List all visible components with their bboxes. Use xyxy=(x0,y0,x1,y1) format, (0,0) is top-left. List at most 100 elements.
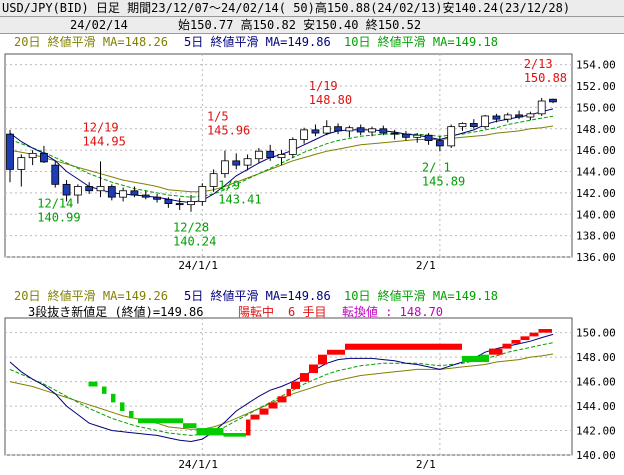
candle-body xyxy=(503,114,512,120)
header-line-2: 24/02/14 始150.77 高150.82 安150.40 終150.52 xyxy=(0,17,624,34)
candle-body xyxy=(40,152,48,163)
break-ytick-label: 146.00 xyxy=(576,376,616,389)
break-legend-entry: 5日 終値平滑 MA=149.86 xyxy=(184,288,331,303)
break-brick xyxy=(138,418,183,424)
candle-body xyxy=(379,128,388,134)
annotation-low-value: 140.99 xyxy=(37,211,80,225)
candle-body xyxy=(368,128,376,133)
candle-body xyxy=(492,115,501,120)
price-ytick-label: 152.00 xyxy=(576,80,616,93)
price-legend-entry: 5日 終値平滑 MA=149.86 xyxy=(184,34,331,49)
candle-body xyxy=(175,203,184,206)
break-ytick-label: 150.00 xyxy=(576,327,616,340)
candle-body xyxy=(164,198,173,204)
annotation-high-date: 1/19 xyxy=(309,79,338,93)
price-ytick-label: 138.00 xyxy=(576,230,616,243)
break-brick xyxy=(291,381,300,389)
candle-body xyxy=(28,152,37,159)
break-info-state: 陽転中 xyxy=(238,304,274,319)
header-date: 24/02/14 xyxy=(70,18,128,32)
break-brick xyxy=(511,340,521,344)
break-brick xyxy=(250,414,260,420)
annotation-high-value: 148.80 xyxy=(309,93,352,107)
candle-body xyxy=(266,150,275,159)
break-brick xyxy=(120,402,125,411)
candle-body xyxy=(6,133,14,170)
break-ytick-label: 148.00 xyxy=(576,351,616,364)
break-brick xyxy=(327,349,345,355)
break-ma10-line xyxy=(9,342,554,436)
break-xtick-label: 24/1/1 xyxy=(178,458,218,471)
break-brick xyxy=(529,332,539,337)
break-legend-entry: 20日 終値平滑 MA=149.26 xyxy=(14,288,168,303)
break-xtick-label: 2/1 xyxy=(416,458,436,471)
candle-body xyxy=(402,133,410,138)
candle-body xyxy=(390,132,399,135)
candle-body xyxy=(435,140,444,147)
break-ytick-label: 140.00 xyxy=(576,449,616,462)
price-ytick-label: 146.00 xyxy=(576,144,616,157)
candle-body xyxy=(537,100,546,115)
price-legend-entry: 20日 終値平滑 MA=148.26 xyxy=(14,34,168,49)
header-title: USD/JPY(BID) 日足 期間23/12/07～24/02/14( 50)… xyxy=(2,1,571,15)
price-ytick-label: 136.00 xyxy=(576,251,616,264)
break-brick xyxy=(345,343,381,350)
break-info-turn: 転換値 : 148.70 xyxy=(342,304,443,319)
annotation-low-date: 1/9 xyxy=(218,178,240,192)
candle-body xyxy=(356,127,365,133)
candle-body xyxy=(243,158,252,166)
break-info-count: 6 手目 xyxy=(288,305,326,319)
break-brick xyxy=(417,343,435,350)
break-brick xyxy=(462,355,480,363)
annotation-high-value: 145.96 xyxy=(207,124,250,138)
break-brick xyxy=(111,393,116,403)
break-brick xyxy=(196,428,224,436)
candle-body xyxy=(130,190,139,196)
candle-body xyxy=(153,196,161,200)
break-brick xyxy=(502,343,512,349)
candle-body xyxy=(198,186,207,202)
price-panel-frame xyxy=(4,53,573,258)
candle-body xyxy=(85,186,94,192)
price-ytick-label: 154.00 xyxy=(576,59,616,72)
annotation-low-date: 12/28 xyxy=(173,221,209,235)
break-brick xyxy=(381,343,404,350)
candle-body xyxy=(73,186,82,196)
candle-body xyxy=(458,123,467,128)
candle-body xyxy=(311,129,320,134)
candle-body xyxy=(469,123,478,128)
break-brick xyxy=(435,343,462,350)
break-brick xyxy=(223,432,246,437)
candle-body xyxy=(17,157,26,170)
candle-body xyxy=(515,114,523,118)
annotation-low-value: 140.24 xyxy=(173,235,216,249)
candle-body xyxy=(187,201,195,206)
candle-body xyxy=(141,194,150,198)
candle-body xyxy=(221,160,229,175)
candle-body xyxy=(51,164,60,185)
break-brick xyxy=(286,388,291,397)
candle-body xyxy=(209,173,218,187)
candle-body xyxy=(232,160,241,166)
annotation-low-date: 2/ 1 xyxy=(422,160,451,174)
break-brick xyxy=(489,348,503,355)
header-line-1: USD/JPY(BID) 日足 期間23/12/07～24/02/14( 50)… xyxy=(0,0,624,17)
price-xtick-label: 24/1/1 xyxy=(178,259,218,272)
candle-body xyxy=(119,190,128,198)
price-ytick-label: 148.00 xyxy=(576,123,616,136)
annotation-high-date: 12/19 xyxy=(83,120,119,134)
candle-body xyxy=(345,127,354,132)
break-brick xyxy=(259,408,269,415)
break-brick xyxy=(480,354,489,363)
price-ytick-label: 150.00 xyxy=(576,101,616,114)
break-info-title: 3段抜き新値足 (終値)=149.86 xyxy=(28,304,203,319)
candle-body xyxy=(96,186,105,192)
price-xtick-label: 2/1 xyxy=(416,259,436,272)
candle-body xyxy=(549,98,557,103)
candle-body xyxy=(107,186,116,198)
break-brick xyxy=(268,402,278,409)
candle-body xyxy=(277,154,286,159)
break-brick xyxy=(183,423,197,429)
annotation-low-value: 143.41 xyxy=(218,192,261,206)
